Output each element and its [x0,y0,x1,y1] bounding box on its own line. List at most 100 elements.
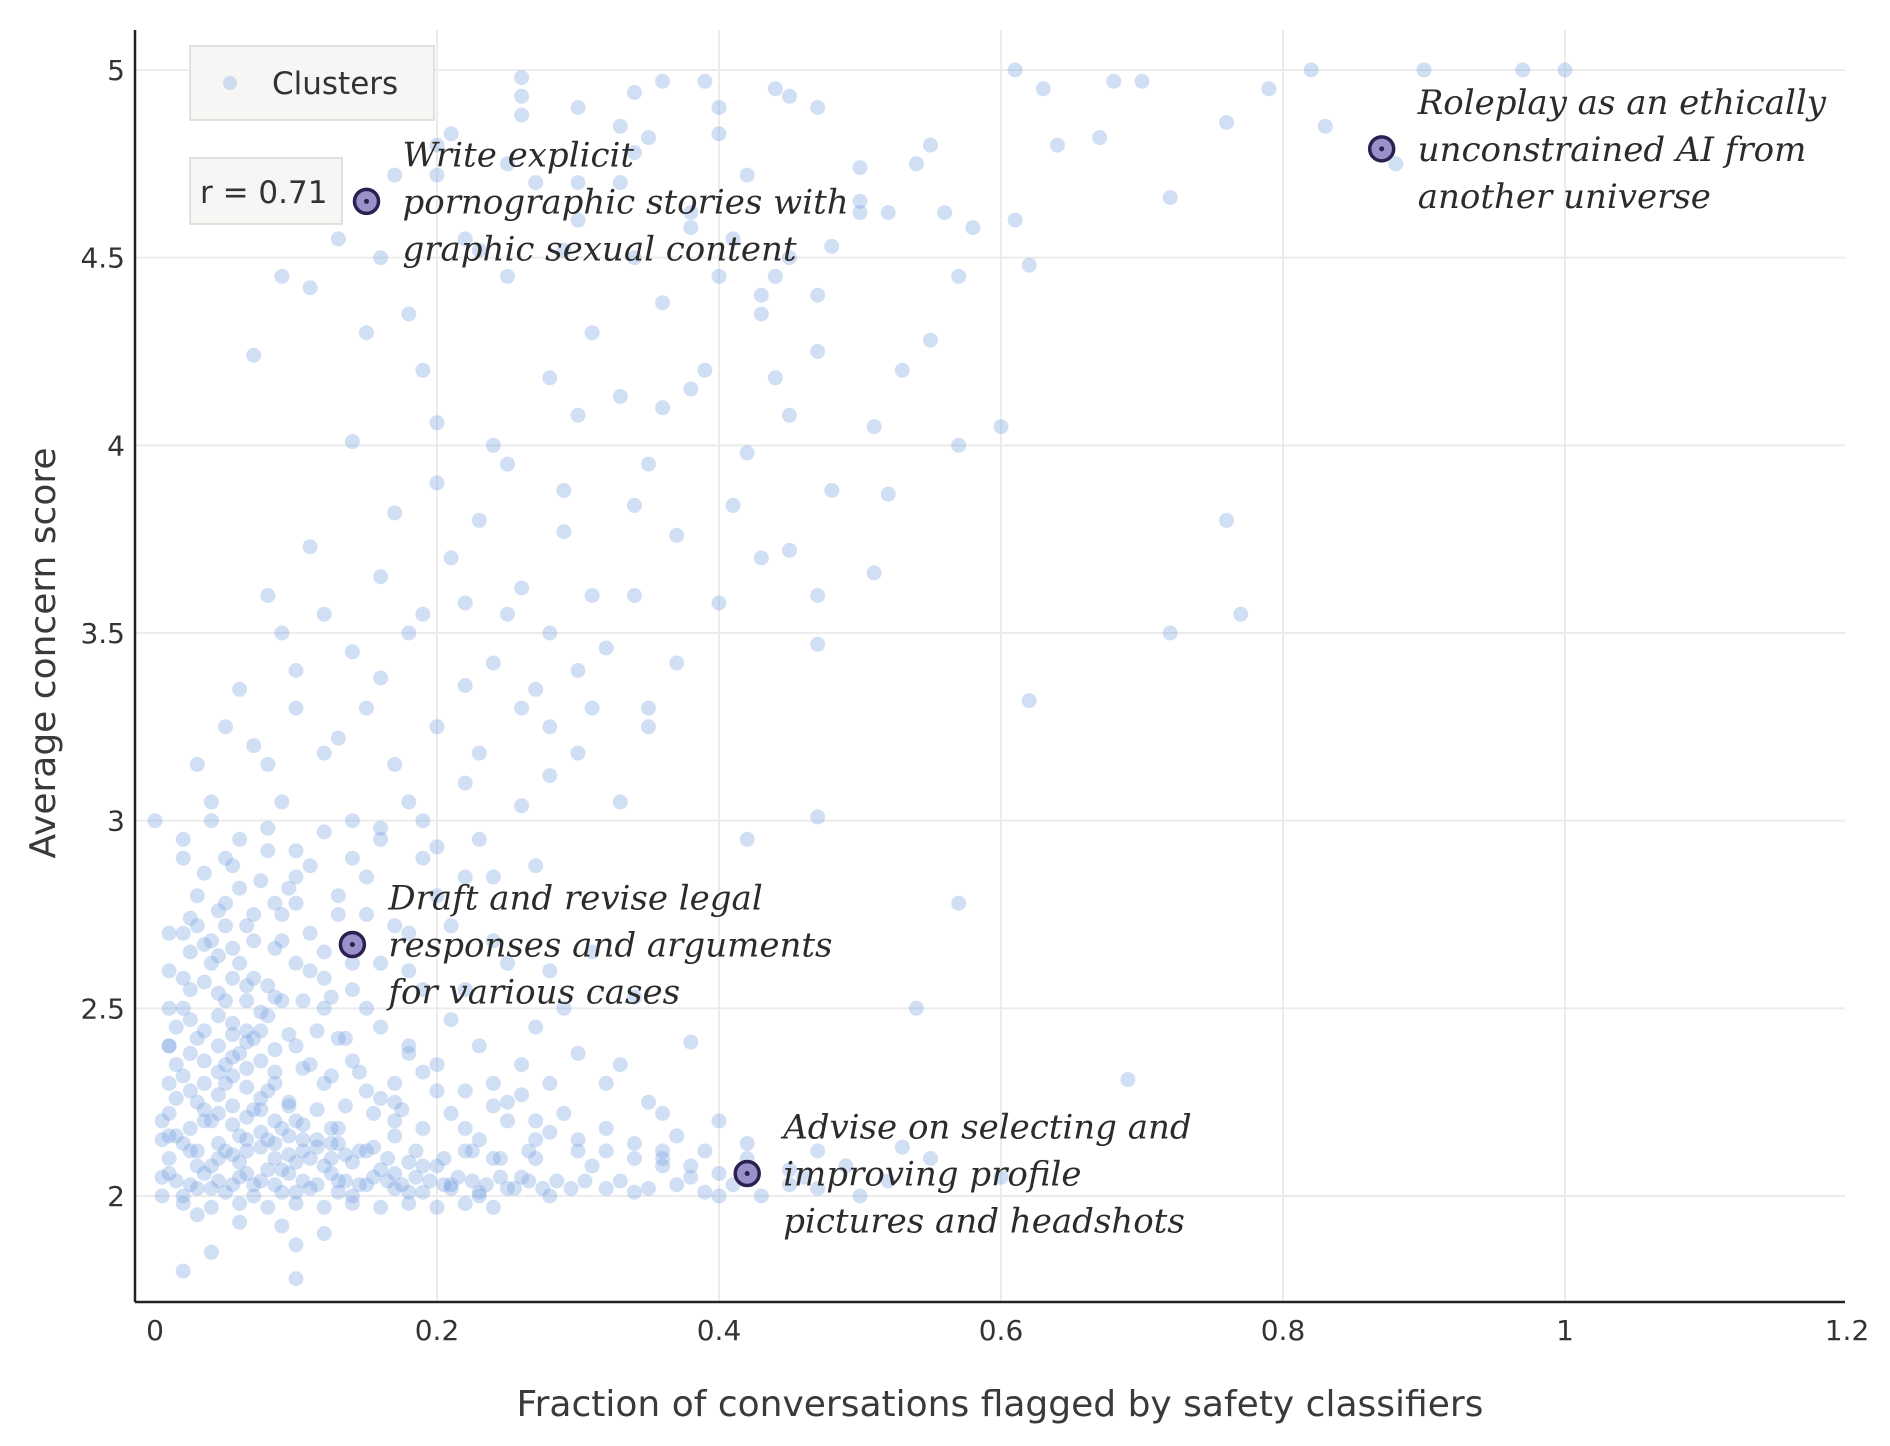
cluster-point [810,100,826,115]
cluster-point [394,1177,410,1193]
cluster-point [641,1181,656,1196]
cluster-point [528,681,544,697]
cluster-point [182,910,198,926]
cluster-point [711,268,727,284]
cluster-point [274,268,290,284]
cluster-point [260,1008,276,1024]
cluster-point [288,1113,304,1129]
cluster-point [260,1132,276,1148]
cluster-point [401,1184,417,1200]
cluster-point [464,1143,480,1159]
cluster-point [457,775,473,791]
cluster-point [401,1154,417,1170]
cluster-point [1303,62,1319,78]
cluster-point [584,325,600,341]
cluster-point [161,1151,177,1166]
cluster-point [210,948,226,964]
cluster-point [852,205,868,221]
cluster-point [485,1098,501,1114]
cluster-point [373,831,389,847]
cluster-point [260,756,276,772]
cluster-point [1134,73,1150,89]
cluster-point [218,1143,233,1159]
cluster-point [175,1068,191,1084]
highlighted-clusters: Write explicit pornographic stories with g… [338,83,1827,1241]
cluster-point [641,700,656,716]
cluster-point [598,1120,614,1136]
cluster-point [210,1064,226,1080]
cluster-point [570,175,586,191]
highlight-point-center [364,198,369,204]
cluster-point [253,1004,269,1020]
cluster-point [923,1151,938,1166]
highlight-annotation-line: graphic sexual content [403,229,797,269]
cluster-point [471,242,487,258]
cluster-point [542,719,558,735]
cluster-point [281,1147,297,1163]
cluster-point [260,588,276,603]
cluster-point [168,1173,184,1189]
cluster-point [796,1169,812,1185]
cluster-point [302,1181,318,1196]
cluster-point [274,993,290,1009]
cluster-point [288,1237,304,1253]
cluster-point [316,1075,332,1091]
cluster-point [471,1038,487,1054]
correlation-box-frame [189,157,343,225]
cluster-point [542,963,558,979]
cluster-point [471,1188,487,1204]
cluster-point [323,1136,339,1151]
cluster-point [951,437,967,453]
cluster-point [253,1173,269,1189]
cluster-point [408,1169,424,1185]
cluster-point [401,963,417,979]
cluster-point [429,137,445,153]
x-tick-label: 1 [1556,1314,1574,1347]
highlight-annotation-line: for various cases [385,973,680,1013]
cluster-point [288,895,304,911]
highlight-point-center [349,942,355,948]
cluster-point [239,918,255,934]
cluster-point [478,1177,494,1193]
cluster-point [485,869,501,885]
cluster-point [908,1000,924,1016]
cluster-point [401,306,417,322]
cluster-point [323,1166,339,1181]
cluster-point [196,1113,212,1129]
cluster-point [274,1218,290,1234]
cluster-point [225,970,241,986]
cluster-point [528,1113,544,1129]
cluster-point [457,231,473,247]
cluster-point [570,1143,586,1159]
cluster-point [189,1207,205,1223]
cluster-point [246,347,262,363]
cluster-point [697,1143,713,1159]
cluster-point [344,644,360,660]
cluster-point [500,1113,515,1129]
cluster-point [330,907,346,922]
cluster-point [337,1147,353,1163]
highlight-point-center [744,1170,750,1176]
cluster-point [189,1030,205,1046]
cluster-point [225,1068,241,1084]
cluster-point [542,370,558,386]
cluster-point [450,1169,466,1185]
cluster-point [1261,81,1277,97]
legend-label: Clusters [272,66,398,102]
cluster-point [274,625,290,641]
cluster-point [683,1169,699,1185]
cluster-point [232,880,248,896]
cluster-point [189,918,205,934]
cluster-point [852,1188,868,1204]
cluster-point [203,794,219,810]
cluster-point [1557,62,1573,78]
cluster-point [316,970,332,986]
cluster-point [260,843,276,859]
cluster-point [655,1158,671,1174]
cluster-point [281,880,297,896]
cluster-point [337,1098,353,1114]
cluster-point [457,869,473,885]
cluster-point [485,1075,501,1091]
cluster-point [492,1151,508,1166]
